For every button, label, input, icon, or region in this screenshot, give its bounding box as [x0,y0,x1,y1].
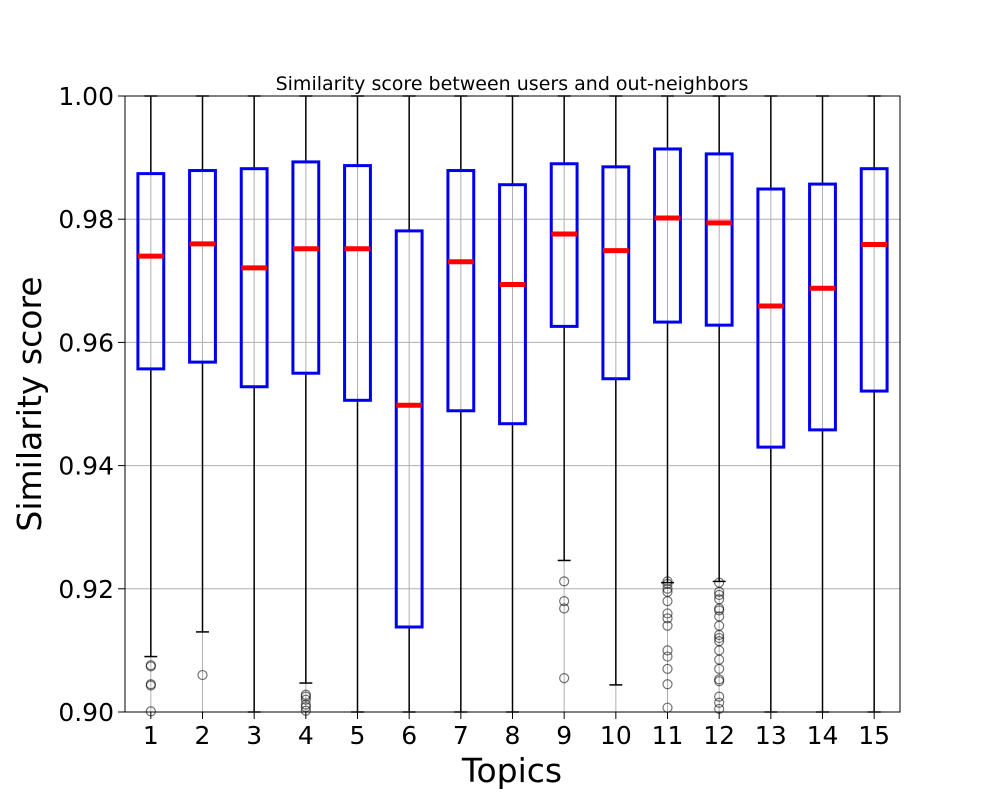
outlier-point [559,596,570,607]
iqr-box [239,167,269,389]
box-topic-4 [291,95,321,716]
outlier-point [559,576,570,587]
iqr-box [808,182,837,432]
box-topic-15 [859,95,889,713]
x-tick-label: 9 [556,721,572,750]
x-tick-label: 10 [600,721,632,750]
boxes [136,95,889,717]
x-tick-label: 8 [505,721,521,750]
outlier-point [714,663,725,674]
outlier-point [300,699,311,710]
outlier-point [662,645,673,656]
x-tick-label: 1 [143,721,159,750]
outlier-point [714,629,725,641]
x-tick-label: 7 [453,721,469,750]
iqr-box [394,229,424,629]
outlier-point [714,697,725,708]
iqr-box [704,152,734,327]
iqr-box [188,169,217,364]
x-tick-label: 14 [807,721,839,750]
outlier-point [714,589,725,601]
outlier-point [662,651,673,662]
iqr-box [498,183,527,426]
outlier-point [145,661,156,672]
box-topic-10 [601,95,631,686]
box-topic-9 [549,95,579,684]
outlier-point [714,691,725,702]
x-tick-label: 5 [350,721,366,750]
iqr-box [653,147,682,324]
outlier-point [714,632,725,644]
iqr-box [549,162,579,328]
outlier-point [662,578,673,589]
x-tick-label: 15 [858,721,890,750]
box-topic-2 [188,95,217,681]
iqr-box [446,169,476,413]
box-topic-11 [653,95,682,713]
x-tick-label: 13 [755,721,787,750]
y-axis-label: Similarity score [10,276,49,531]
outlier-point [714,586,725,597]
box-topic-1 [136,95,166,717]
x-tick-label: 11 [652,721,684,750]
y-tick-label: 0.90 [58,698,114,727]
outlier-point [559,673,570,684]
box-topic-12 [704,95,734,715]
outlier-point [662,663,673,674]
x-tick-label: 12 [703,721,735,750]
y-tick-label: 0.94 [58,452,114,481]
outlier-point [559,603,570,614]
iqr-box [756,187,786,449]
box-topic-7 [446,95,476,713]
iqr-box [343,164,372,402]
x-tick-label: 6 [401,721,417,750]
outlier-point [662,583,673,594]
outlier-point [197,669,208,681]
outlier-point [714,605,725,616]
outlier-point [662,596,673,607]
x-axis-label: Topics [461,751,562,790]
iqr-box [601,165,631,381]
chart-title: Similarity score between users and out-n… [276,73,749,95]
x-tick-label: 3 [246,721,262,750]
box-topic-5 [343,95,372,713]
x-tick-label: 2 [195,721,211,750]
box-topic-13 [756,95,786,713]
iqr-box [859,167,889,393]
outlier-point [662,613,673,624]
outlier-point [662,576,673,587]
iqr-box [136,172,166,371]
outlier-point [714,676,725,687]
outlier-point [300,694,311,705]
y-tick-label: 1.00 [58,82,114,111]
outlier-point [662,608,673,619]
iqr-box [291,160,321,375]
outlier-point [662,620,673,631]
outlier-point [145,680,156,691]
y-tick-label: 0.96 [58,328,114,357]
axis-ticks: 0.900.920.940.960.981.001 2 3 4 5 6 7 8 9 10 11 12 1… [58,82,890,750]
x-tick-label: 4 [298,721,314,750]
y-tick-label: 0.98 [58,205,114,234]
outlier-point [300,691,311,702]
y-tick-label: 0.92 [58,575,114,604]
outlier-point [662,679,673,690]
